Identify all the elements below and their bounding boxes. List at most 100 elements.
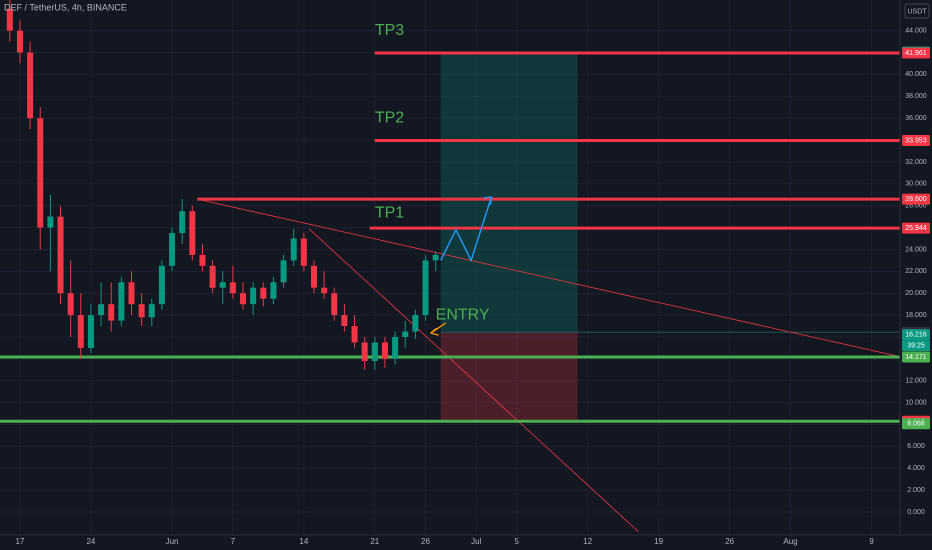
y-tick-label: 4.000	[907, 465, 925, 472]
candle-body	[432, 254, 439, 261]
candle-body	[402, 331, 409, 337]
candle-body	[199, 254, 206, 266]
candle-body	[300, 238, 307, 266]
y-tick-label: 6.000	[907, 443, 925, 450]
candle-body	[331, 293, 338, 316]
candle-body	[290, 238, 297, 261]
candle-body	[57, 216, 64, 294]
y-tick-label: 24.000	[905, 246, 927, 253]
price-label-box	[902, 47, 930, 59]
y-tick-label: 20.000	[905, 290, 927, 297]
y-tick-label: 18.000	[905, 312, 927, 319]
annotation: TP2	[375, 109, 404, 126]
candle-body	[351, 326, 358, 343]
projection-path	[440, 196, 493, 263]
candle-body	[250, 287, 257, 305]
candle-body	[67, 293, 74, 316]
x-tick-label: 26	[421, 537, 430, 546]
x-tick-label: 19	[654, 537, 663, 546]
price-label: 8.068	[907, 421, 925, 428]
price-label-box	[902, 135, 930, 147]
x-tick-label: Aug	[783, 537, 797, 546]
candle-body	[179, 211, 186, 234]
candle-body	[47, 216, 54, 228]
candle-body	[270, 282, 277, 299]
candle-body	[27, 52, 34, 119]
price-axis	[900, 0, 932, 550]
x-tick-label: 26	[725, 537, 734, 546]
annotation: ENTRY	[436, 306, 490, 323]
candle-body	[341, 315, 348, 327]
price-label-box	[902, 418, 930, 430]
price-label: 28.600	[905, 196, 927, 203]
trendline	[197, 198, 901, 358]
y-tick-label: 2.000	[907, 487, 925, 494]
x-tick-label: 5	[515, 537, 520, 546]
y-tick-label: 0.000	[907, 509, 925, 516]
candle-body	[169, 233, 176, 266]
candle-body	[422, 260, 429, 316]
x-tick-label: 12	[583, 537, 592, 546]
candle-body	[229, 282, 236, 294]
candle-body	[361, 342, 368, 362]
y-tick-label: 28.000	[905, 203, 927, 210]
price-label: 14.171	[905, 354, 927, 361]
candle-body	[77, 315, 84, 348]
x-tick-label: Jun	[166, 537, 179, 546]
candle-body	[87, 315, 94, 348]
candle-body	[209, 265, 216, 288]
y-tick-label: 38.000	[905, 93, 927, 100]
x-tick-label: 24	[86, 537, 95, 546]
candle-body	[310, 265, 317, 288]
candle-body	[128, 282, 135, 305]
x-tick-label: 17	[16, 537, 25, 546]
price-label: 33.953	[905, 137, 927, 144]
y-tick-label: 32.000	[905, 159, 927, 166]
candle-body	[148, 304, 155, 318]
profit-zone	[440, 52, 578, 333]
annotation: TP1	[375, 205, 404, 222]
entry-arrow	[430, 322, 447, 336]
price-label-box	[902, 193, 930, 205]
x-tick-label: 9	[869, 537, 874, 546]
candle-body	[98, 304, 105, 316]
currency-box	[904, 3, 930, 19]
annotation: TP3	[375, 22, 404, 39]
price-label-box	[902, 351, 930, 363]
loss-zone	[440, 332, 578, 422]
candle-body	[381, 342, 388, 359]
x-tick-label: 7	[231, 537, 236, 546]
y-tick-label: 10.000	[905, 399, 927, 406]
projection-arrowhead	[483, 196, 493, 206]
y-tick-label: 40.000	[905, 71, 927, 78]
x-tick-label: Jul	[471, 537, 481, 546]
y-tick-label: 36.000	[905, 115, 927, 122]
price-label: 16.216	[905, 331, 927, 338]
x-tick-label: 21	[370, 537, 379, 546]
y-tick-label: 22.000	[905, 268, 927, 275]
candle-body	[189, 211, 196, 255]
candle-body	[37, 118, 44, 228]
price-label-box	[902, 222, 930, 234]
candle-body	[118, 282, 125, 321]
candle-body	[108, 304, 115, 321]
currency: USDT	[907, 8, 927, 15]
chart-title: DEF / TetherUS, 4h, BINANCE	[4, 2, 127, 12]
y-tick-label: 30.000	[905, 181, 927, 188]
candle-body	[371, 342, 378, 362]
candle-body	[158, 265, 165, 305]
countdown-box	[902, 340, 930, 352]
candle-body	[240, 293, 247, 305]
x-tick-label: 14	[299, 537, 308, 546]
price-label: 25.944	[905, 225, 927, 232]
candle-body	[412, 315, 419, 332]
candle-body	[321, 287, 328, 294]
candle-body	[138, 304, 145, 318]
candle-body	[219, 282, 226, 288]
y-tick-label: 12.000	[905, 378, 927, 385]
candle-body	[280, 260, 287, 283]
trendline	[308, 228, 639, 533]
candle-body	[392, 336, 399, 359]
